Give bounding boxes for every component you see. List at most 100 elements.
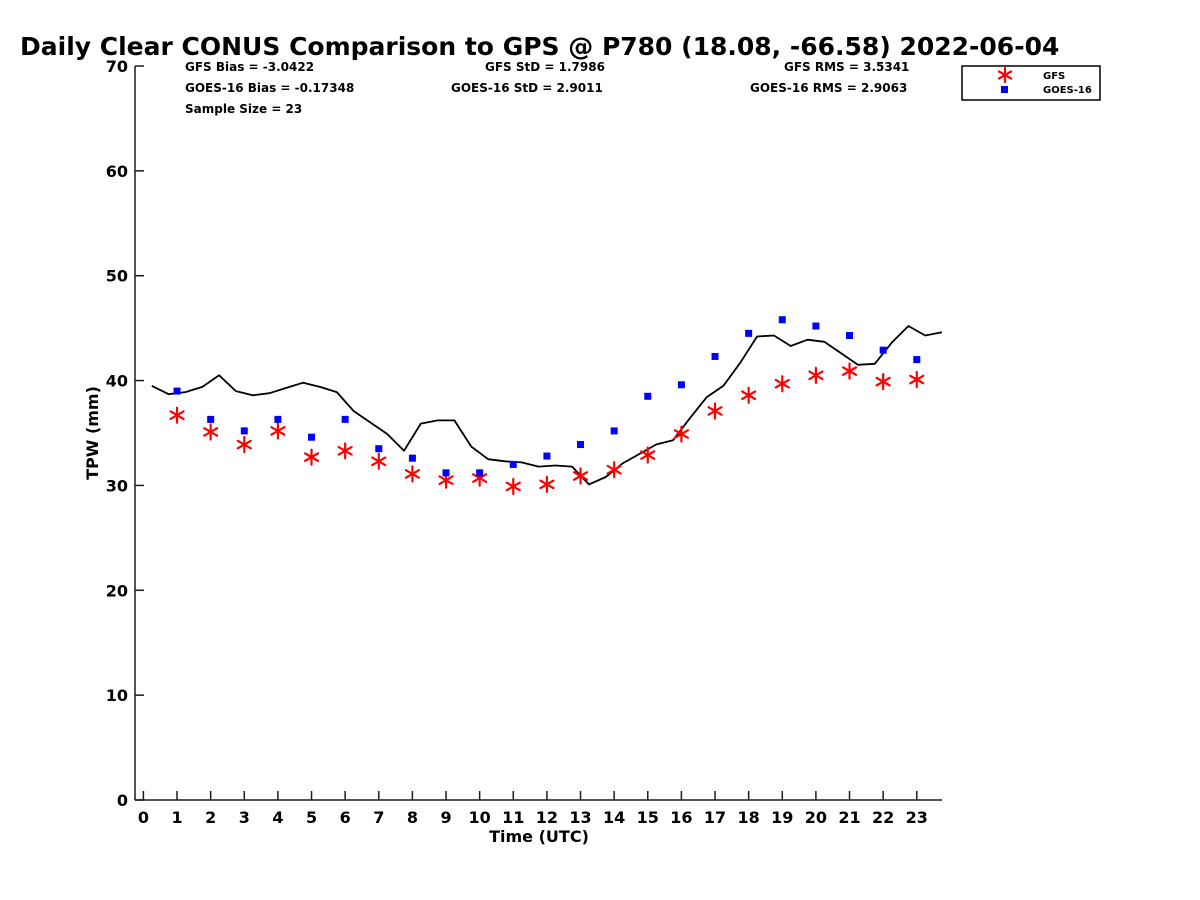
x-tick-label: 19 — [771, 808, 793, 827]
gfs-point — [303, 448, 320, 466]
sample-size-stat: Sample Size = 23 — [185, 102, 302, 116]
y-tick-label: 20 — [106, 581, 128, 600]
x-tick-label: 15 — [637, 808, 659, 827]
x-tick-label: 0 — [138, 808, 149, 827]
chart-title: Daily Clear CONUS Comparison to GPS @ P7… — [20, 32, 1059, 61]
gfs-point — [741, 386, 757, 404]
y-axis-label: TPW (mm) — [83, 386, 102, 480]
x-tick-label: 17 — [704, 808, 726, 827]
gfs-point — [270, 422, 286, 440]
legend-gfs-asterisk-mark — [997, 66, 1013, 84]
y-tick-label: 60 — [106, 162, 128, 181]
goes16-point — [543, 452, 551, 460]
gfs-point — [505, 477, 521, 496]
x-tick-label: 21 — [838, 808, 860, 827]
x-tick-label: 2 — [205, 808, 216, 827]
legend-goes-square-icon — [1001, 86, 1008, 93]
goes16-point — [375, 445, 383, 453]
goes16-point — [913, 356, 921, 364]
goes16-point — [476, 469, 484, 477]
gfs-point — [371, 452, 387, 470]
gfs-point — [875, 373, 891, 391]
goes16-point — [341, 415, 349, 423]
gfs-point — [606, 461, 622, 479]
gfs-point — [404, 465, 421, 483]
goes16-point — [745, 329, 753, 337]
x-tick-label: 4 — [272, 808, 283, 827]
x-tick-label: 10 — [469, 808, 491, 827]
y-tick-label: 70 — [106, 57, 128, 76]
x-tick-label: 9 — [440, 808, 451, 827]
x-tick-label: 7 — [373, 808, 384, 827]
goes-bias-stat: GOES-16 Bias = -0.17348 — [185, 81, 354, 95]
goes16-point — [577, 441, 585, 449]
x-tick-label: 14 — [603, 808, 625, 827]
goes16-point — [846, 331, 854, 339]
x-tick-label: 18 — [738, 808, 760, 827]
goes16-point — [610, 427, 618, 435]
gfs-point — [236, 435, 252, 454]
legend: GFS GOES-16 — [961, 65, 1101, 101]
x-ticks: 0 1 2 3 4 5 6 7 8 9 10 11 12 13 14 15 16 17 18 19 20 21 22 23 — [138, 791, 928, 827]
legend-gfs-asterisk-icon — [997, 66, 1013, 84]
goes16-point — [408, 454, 416, 462]
axes — [134, 66, 942, 801]
gfs-point — [808, 366, 824, 384]
x-tick-label: 1 — [171, 808, 182, 827]
y-tick-label: 10 — [106, 686, 128, 705]
x-tick-label: 6 — [340, 808, 351, 827]
data-marks — [151, 316, 943, 496]
gfs-point — [539, 475, 555, 493]
gfs-rms-stat: GFS RMS = 3.5341 — [784, 60, 909, 74]
x-tick-label: 5 — [306, 808, 317, 827]
gfs-point — [673, 425, 690, 443]
x-axis-label: Time (UTC) — [489, 827, 589, 846]
legend-gfs-label: GFS — [1043, 71, 1065, 82]
goes16-point — [173, 387, 181, 395]
goes16-point — [677, 381, 685, 389]
gfs-point — [640, 446, 656, 464]
y-tick-label: 50 — [106, 267, 128, 286]
gfs-point — [774, 375, 790, 393]
x-tick-label: 16 — [670, 808, 692, 827]
gfs-point — [572, 467, 589, 485]
gfs-point — [337, 442, 353, 460]
gfs-bias-stat: GFS Bias = -3.0422 — [185, 60, 314, 74]
goes16-point — [442, 469, 450, 477]
y-tick-label: 40 — [106, 372, 128, 391]
goes-rms-stat: GOES-16 RMS = 2.9063 — [750, 81, 907, 95]
goes16-point — [879, 346, 887, 354]
goes16-point — [778, 316, 786, 324]
legend-goes-label: GOES-16 — [1043, 85, 1092, 96]
x-tick-label: 13 — [569, 808, 591, 827]
x-tick-label: 12 — [536, 808, 558, 827]
goes16-point — [711, 352, 719, 360]
goes16-point — [812, 322, 820, 330]
x-tick-label: 3 — [239, 808, 250, 827]
x-tick-label: 22 — [872, 808, 894, 827]
y-ticks: 0 10 20 30 40 50 60 70 — [106, 57, 144, 810]
goes16-point — [207, 415, 215, 423]
goes16-point — [274, 415, 282, 423]
y-tick-label: 30 — [106, 476, 128, 495]
gfs-point — [707, 402, 723, 420]
goes16-point — [509, 460, 517, 468]
gfs-point — [203, 423, 219, 441]
x-tick-label: 8 — [407, 808, 418, 827]
gfs-point — [169, 406, 185, 424]
goes16-point — [240, 427, 248, 435]
gps-tpw-line — [151, 325, 943, 486]
gfs-point — [909, 370, 925, 389]
goes-std-stat: GOES-16 StD = 2.9011 — [451, 81, 603, 95]
x-tick-label: 11 — [502, 808, 524, 827]
gfs-point — [841, 362, 858, 380]
x-tick-label: 23 — [906, 808, 928, 827]
legend-box — [961, 65, 1101, 101]
stats-block: GFS Bias = -3.0422 GOES-16 Bias = -0.173… — [185, 60, 909, 116]
x-tick-label: 20 — [805, 808, 827, 827]
goes16-point — [644, 392, 652, 400]
y-tick-label: 0 — [117, 791, 128, 810]
gfs-std-stat: GFS StD = 1.7986 — [485, 60, 605, 74]
goes16-point — [308, 433, 316, 441]
